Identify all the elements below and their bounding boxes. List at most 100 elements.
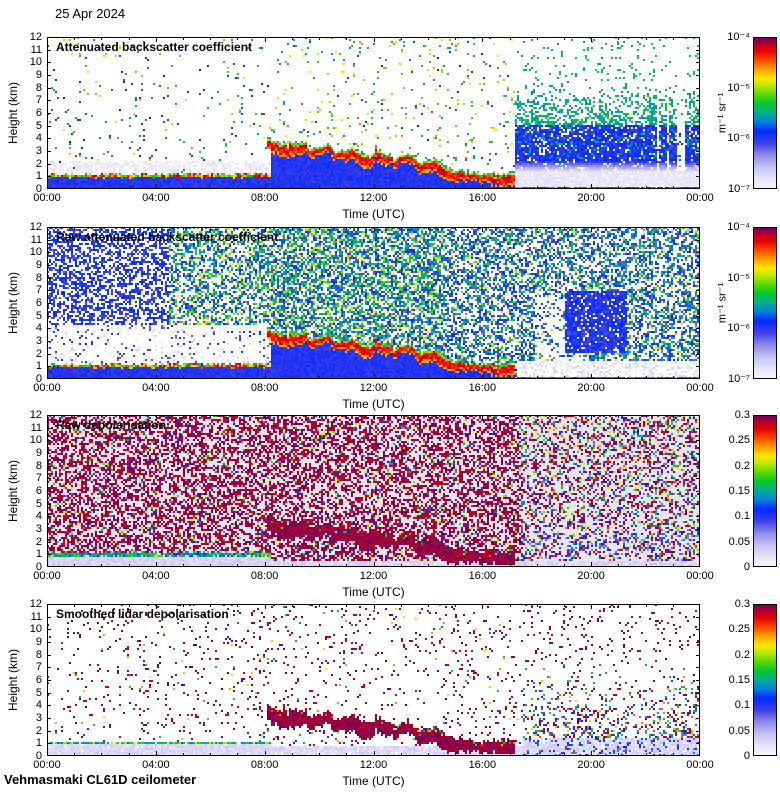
x-axis-label: Time (UTC) (342, 207, 405, 221)
y-tick-label: 7 (35, 661, 42, 674)
y-tick-label: 1 (35, 170, 42, 183)
y-tick-label: 11 (30, 43, 42, 56)
y-tick-label: 4 (35, 699, 42, 712)
colorbar-tick-label: 10⁻⁷ (727, 183, 750, 195)
y-tick-label: 10 (29, 56, 42, 69)
y-tick-label: 9 (35, 69, 42, 81)
colorbar-tick-label: 0.15 (728, 485, 750, 497)
colorbar-tick-label: 0.05 (728, 535, 750, 548)
x-tick-label: 12:00 (359, 382, 388, 394)
panel-title: Smoothed lidar depolarisation (56, 607, 229, 621)
y-tick-label: 8 (35, 271, 42, 284)
y-tick-label: 11 (30, 610, 42, 623)
colorbar-tick-label: 0.1 (734, 699, 750, 712)
y-tick-label: 0 (35, 183, 42, 195)
x-tick-label: 16:00 (468, 192, 497, 204)
y-tick-label: 6 (35, 485, 42, 497)
y-tick-label: 3 (35, 335, 42, 347)
colorbar-tick-label: 0.25 (728, 434, 750, 447)
y-tick-label: 3 (35, 145, 42, 157)
panel-raw-attenuated-backscatter: Height (km) Raw attenuated backscatter c… (0, 221, 780, 417)
y-tick-label: 6 (35, 674, 42, 686)
x-tick-label: 00:00 (686, 759, 714, 771)
instrument-label: Vehmasmaki CL61D ceilometer (4, 772, 197, 787)
colorbar-raw-depolarisation (753, 415, 777, 567)
panel-title: Raw attenuated backscatter coefficient (56, 230, 279, 244)
colorbar-tick-label: 10⁻⁴ (727, 221, 750, 233)
heatmap-raw-depolarisation (47, 415, 700, 567)
y-tick-label: 11 (30, 233, 42, 246)
x-tick-label: 12:00 (359, 759, 388, 771)
colorbar-tick-label: 10⁻⁷ (727, 373, 750, 385)
y-tick-label: 12 (29, 221, 42, 233)
x-tick-label: 08:00 (250, 759, 279, 771)
y-tick-label: 10 (29, 623, 42, 636)
y-tick-label: 4 (35, 510, 42, 523)
x-tick-label: 20:00 (577, 192, 605, 204)
y-tick-label: 4 (35, 322, 42, 335)
colorbar-tick-label: 0.2 (734, 459, 750, 472)
colorbar-tick-label: 0.3 (734, 409, 750, 421)
colorbar-tick-label: 0.1 (734, 510, 750, 523)
heatmap-smoothed-depolarisation (47, 604, 700, 756)
colorbar-tick-label: 10⁻⁴ (727, 31, 750, 43)
x-tick-label: 00:00 (33, 192, 61, 204)
x-tick-label: 08:00 (250, 382, 279, 394)
colorbar-raw-backscatter (753, 227, 777, 379)
colorbar-unit-label: m⁻¹ sr⁻¹ (716, 92, 729, 134)
x-tick-label: 16:00 (468, 570, 497, 582)
y-tick-label: 9 (35, 259, 42, 271)
x-tick-label: 04:00 (142, 759, 170, 771)
y-tick-label: 10 (29, 434, 42, 447)
x-axis-label: Time (UTC) (342, 774, 405, 788)
colorbar-tick-label: 0.2 (734, 648, 750, 661)
x-tick-label: 00:00 (686, 192, 714, 204)
y-tick-label: 1 (35, 548, 42, 561)
panel-smoothed-depolarisation: Height (km) Smoothed lidar depolarisatio… (0, 598, 780, 794)
x-tick-label: 20:00 (577, 382, 605, 394)
panel-title: Attenuated backscatter coefficient (56, 40, 253, 54)
panel-title: Raw depolarisation (56, 418, 167, 432)
heatmap-raw-attenuated-backscatter (47, 227, 700, 379)
x-tick-label: 00:00 (33, 382, 61, 394)
x-tick-label: 00:00 (33, 570, 61, 582)
x-tick-label: 04:00 (142, 382, 170, 394)
y-tick-label: 8 (35, 81, 42, 94)
colorbar-backscatter (753, 37, 777, 189)
y-tick-label: 7 (35, 94, 42, 107)
panel-attenuated-backscatter: Height (km) Attenuated backscatter coeff… (0, 31, 780, 227)
y-tick-label: 8 (35, 459, 42, 472)
x-tick-label: 04:00 (142, 570, 170, 582)
heatmap-attenuated-backscatter (47, 37, 700, 189)
y-tick-label: 7 (35, 284, 42, 297)
colorbar-tick-label: 0.25 (728, 623, 750, 636)
x-tick-label: 16:00 (468, 759, 497, 771)
y-tick-label: 5 (35, 309, 42, 322)
panel-raw-depolarisation: Height (km) Raw depolarisation Time (UTC… (0, 409, 780, 605)
x-tick-label: 20:00 (577, 570, 605, 582)
y-tick-label: 2 (35, 347, 42, 360)
x-tick-label: 00:00 (686, 382, 714, 394)
y-tick-label: 3 (35, 712, 42, 724)
y-tick-label: 0 (35, 561, 42, 573)
x-tick-label: 08:00 (250, 192, 279, 204)
colorbar-tick-label: 0.05 (728, 724, 750, 737)
colorbar-unit-label: m⁻¹ sr⁻¹ (716, 282, 729, 324)
y-tick-label: 6 (35, 297, 42, 309)
y-tick-label: 2 (35, 724, 42, 737)
y-tick-label: 3 (35, 523, 42, 535)
x-tick-label: 00:00 (33, 759, 61, 771)
date-label: 25 Apr 2024 (55, 6, 126, 21)
colorbar-tick-label: 10⁻⁵ (727, 271, 750, 284)
y-tick-label: 5 (35, 119, 42, 132)
colorbar-tick-label: 0 (743, 561, 750, 573)
x-tick-label: 04:00 (142, 192, 170, 204)
x-tick-label: 00:00 (686, 570, 714, 582)
x-tick-label: 12:00 (359, 192, 388, 204)
colorbar-tick-label: 0 (743, 750, 750, 762)
y-tick-label: 1 (35, 360, 42, 373)
y-tick-label: 2 (35, 535, 42, 548)
y-tick-label: 12 (29, 409, 42, 421)
x-tick-label: 08:00 (250, 570, 279, 582)
